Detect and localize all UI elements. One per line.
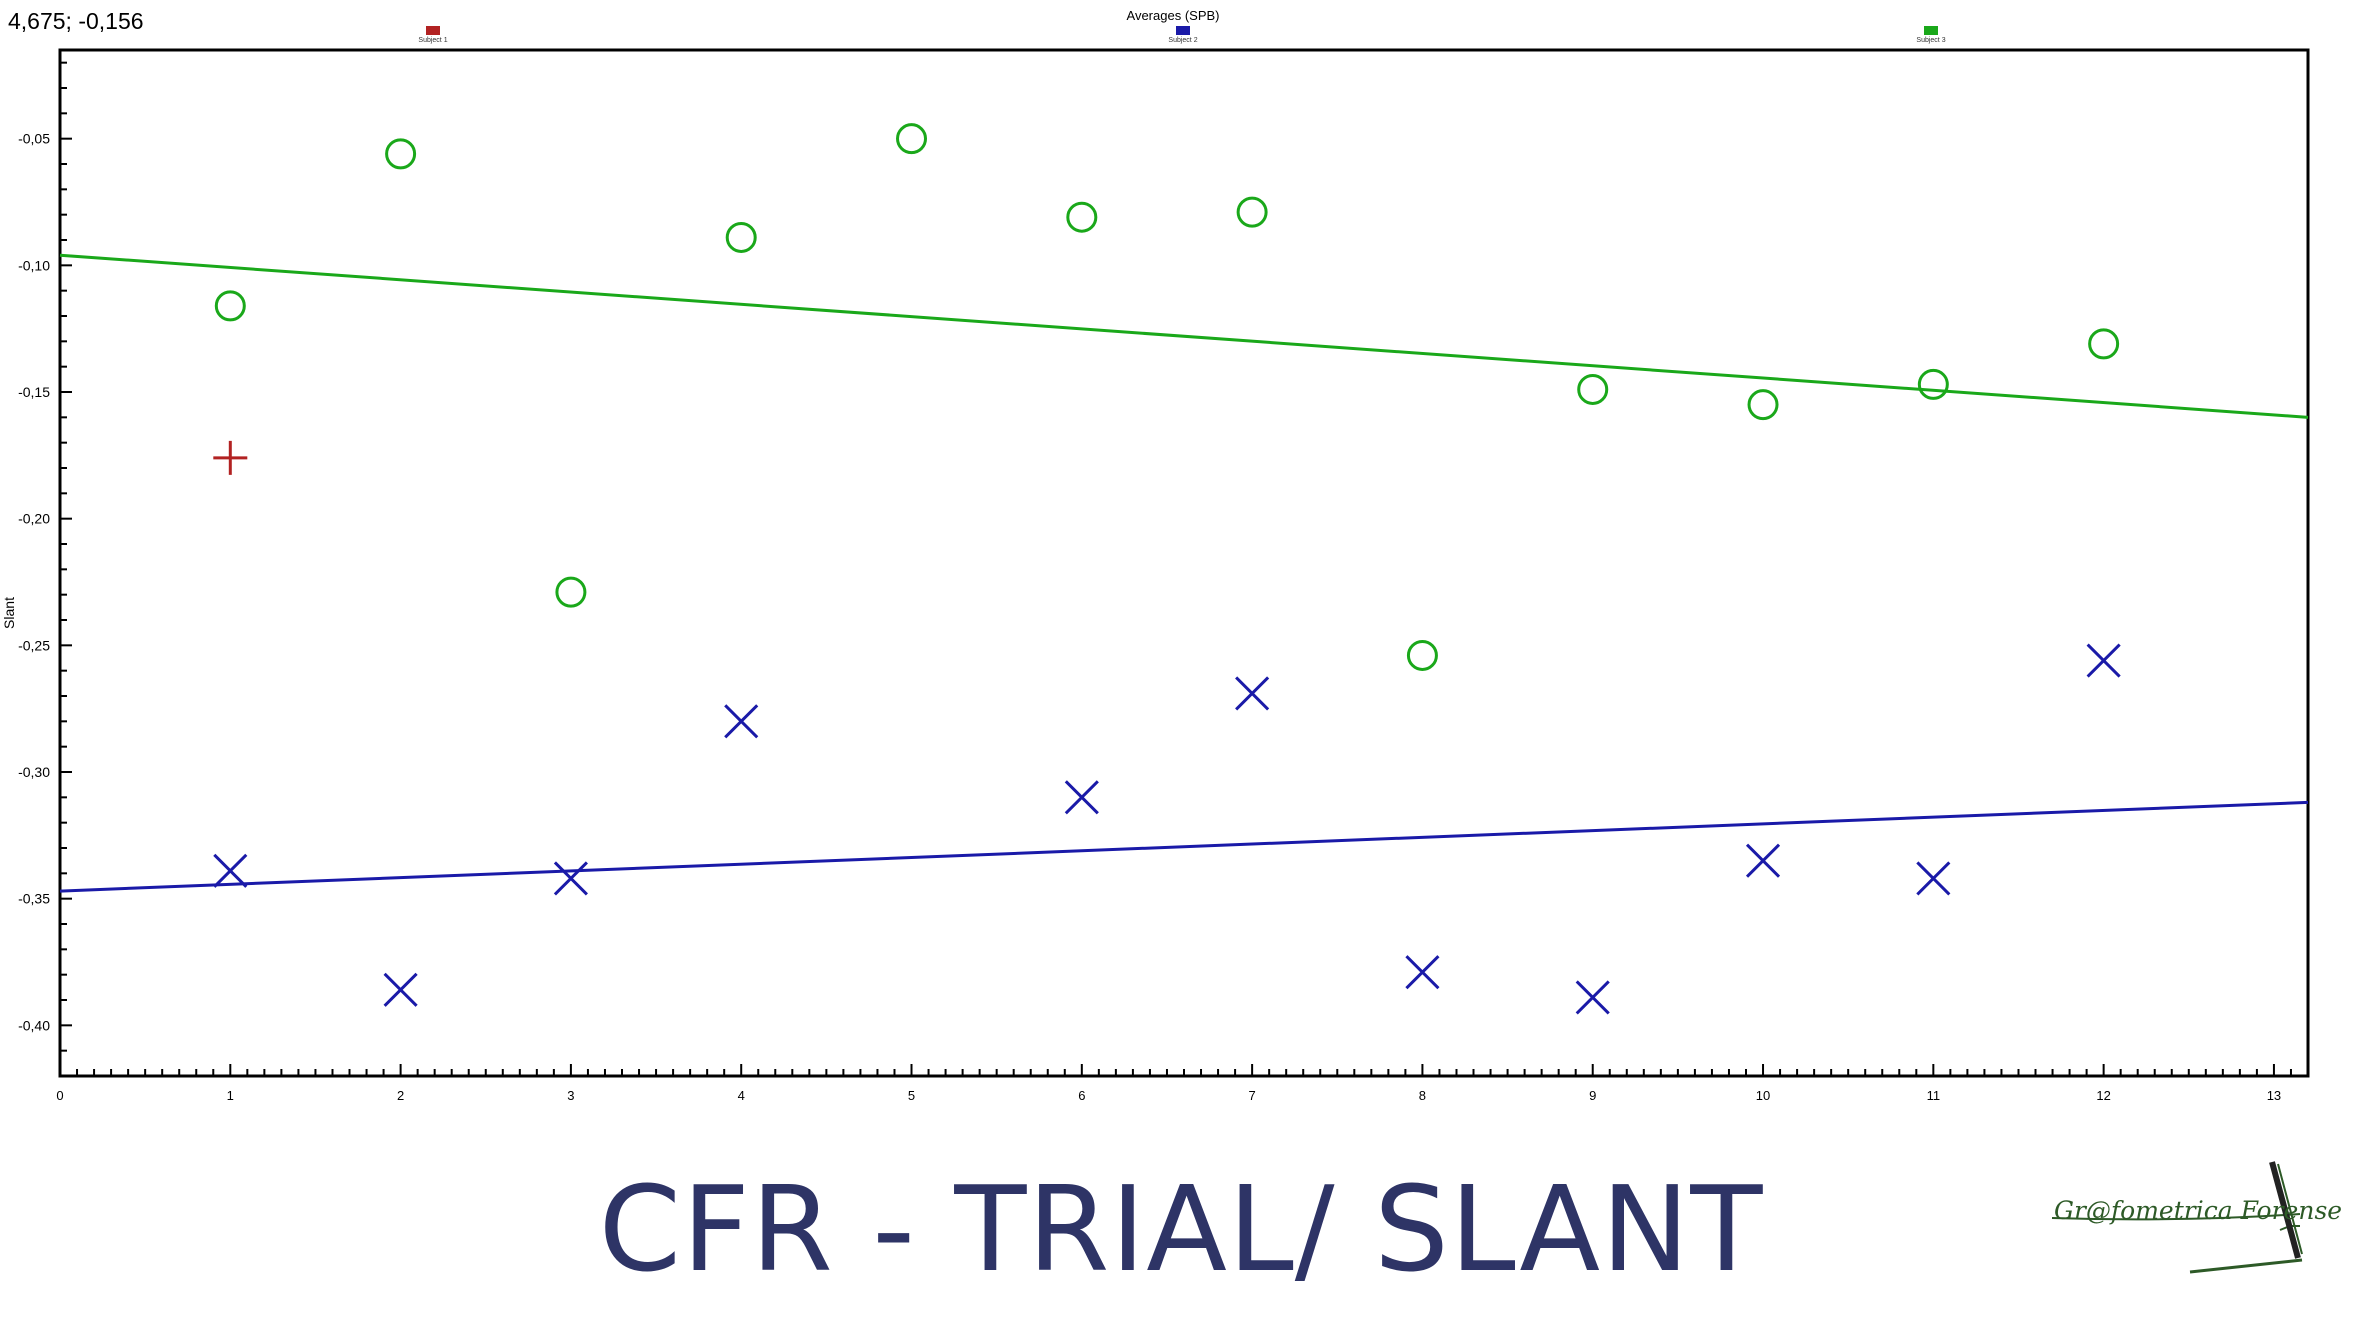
legend-swatch <box>1924 26 1938 35</box>
data-point-x <box>553 861 588 896</box>
x-tick-label: 3 <box>567 1088 574 1103</box>
data-point-circle <box>214 290 246 322</box>
y-tick-label: -0,25 <box>18 637 50 653</box>
data-point-x <box>213 853 248 888</box>
y-tick-label: -0,40 <box>18 1017 50 1033</box>
slide-title: CFR - TRIAL/ SLANT <box>598 1160 1764 1298</box>
x-tick-label: 4 <box>738 1088 745 1103</box>
data-point-circle <box>1066 201 1098 233</box>
data-point-x <box>1064 780 1099 815</box>
data-point-x <box>1745 843 1781 878</box>
y-tick-label: -0,20 <box>18 511 50 527</box>
x-tick-label: 13 <box>2267 1088 2281 1103</box>
legend-swatch <box>426 26 440 35</box>
x-tick-label: 9 <box>1589 1088 1596 1103</box>
x-tick-label: 1 <box>227 1088 234 1103</box>
data-point-circle <box>385 138 417 170</box>
data-point-circle <box>1577 373 1609 405</box>
legend-entry-label: Subject 2 <box>1168 37 1197 44</box>
data-point-circle <box>896 123 928 155</box>
x-tick-label: 2 <box>397 1088 404 1103</box>
scatter-chart[interactable]: 0 1 2 3 4 5 6 7 8 9 10 11 12 13-0,05-0,10-0,15-0,20-0… <box>0 0 2362 1110</box>
x-tick-label: 10 <box>1756 1088 1770 1103</box>
data-point-x <box>724 704 759 739</box>
chart-panel: 4,675; -0,156 0 1 2 3 4 5 6 7 8 9 10 11 12 13 -0,05 -0,… <box>0 0 2362 1110</box>
x-tick-label: 6 <box>1078 1088 1085 1103</box>
data-point-x <box>1235 676 1270 711</box>
data-point-circle <box>1236 196 1268 228</box>
data-point-circle <box>1917 368 1949 400</box>
y-tick-label: -0,30 <box>18 764 50 780</box>
trend-line <box>59 800 2309 893</box>
trend-line <box>59 253 2309 419</box>
data-point-x <box>383 972 418 1007</box>
cursor-readout: 4,675; -0,156 <box>8 8 144 34</box>
y-tick-label: -0,10 <box>18 257 50 273</box>
y-tick-label: -0,15 <box>18 384 50 400</box>
plot-frame <box>58 48 2310 1078</box>
data-point-circle <box>725 221 757 253</box>
data-point-circle <box>1406 639 1438 671</box>
pen-icon <box>2051 1161 2303 1274</box>
x-tick-label: 12 <box>2096 1088 2110 1103</box>
data-point-circle <box>555 576 587 608</box>
legend-entry-label: Subject 1 <box>418 37 447 44</box>
x-tick-label: 0 <box>56 1088 63 1103</box>
grafometrica-logo: Gr@fometrica Forense <box>2040 1160 2342 1280</box>
x-tick-label: 7 <box>1249 1088 1256 1103</box>
y-tick-label: -0,35 <box>18 891 50 907</box>
data-point-circle <box>2088 328 2120 360</box>
data-point-plus <box>213 440 248 475</box>
y-axis-label: Slant <box>1 597 17 629</box>
x-tick-label: 11 <box>1927 1088 1941 1103</box>
data-point-circle <box>1747 389 1779 421</box>
data-point-x <box>1405 955 1440 990</box>
data-point-x <box>2086 643 2121 678</box>
data-point-x <box>1916 861 1951 896</box>
x-tick-label: 8 <box>1419 1088 1426 1103</box>
logo-text: Gr@fometrica Forense <box>2054 1196 2343 1225</box>
data-point-x <box>1575 980 1610 1015</box>
y-tick-label: -0,05 <box>18 131 50 147</box>
legend-entry-label: Subject 3 <box>1916 37 1945 44</box>
legend-swatch <box>1176 26 1190 35</box>
x-tick-label: 5 <box>908 1088 915 1103</box>
legend-title: Averages (SPB) <box>1127 8 1220 23</box>
